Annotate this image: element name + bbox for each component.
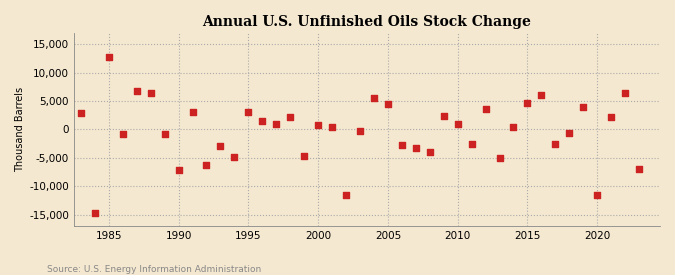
Point [396, 142, 407, 147]
Point [620, 90, 630, 95]
Point [285, 115, 296, 119]
Point [564, 131, 574, 136]
Point [257, 119, 268, 124]
Point [605, 115, 616, 120]
Point [354, 128, 365, 133]
Point [103, 54, 114, 59]
Title: Annual U.S. Unfinished Oils Stock Change: Annual U.S. Unfinished Oils Stock Change [202, 15, 531, 29]
Point [438, 114, 449, 118]
Point [522, 101, 533, 106]
Point [425, 150, 435, 154]
Point [369, 95, 379, 100]
Point [117, 132, 128, 136]
Point [173, 168, 184, 172]
Point [592, 192, 603, 197]
Text: Source: U.S. Energy Information Administration: Source: U.S. Energy Information Administ… [47, 265, 261, 274]
Point [550, 141, 561, 146]
Point [89, 211, 100, 215]
Point [466, 141, 477, 146]
Point [271, 122, 281, 127]
Point [201, 163, 212, 167]
Point [536, 93, 547, 98]
Point [410, 145, 421, 150]
Point [243, 110, 254, 114]
Point [508, 125, 519, 129]
Point [145, 91, 156, 95]
Point [341, 192, 352, 197]
Point [76, 111, 86, 115]
Point [313, 123, 323, 128]
Point [452, 122, 463, 127]
Point [299, 154, 310, 158]
Point [327, 124, 338, 129]
Point [215, 144, 226, 149]
Point [383, 102, 394, 107]
Point [187, 110, 198, 114]
Point [578, 104, 589, 109]
Point [229, 155, 240, 160]
Point [634, 167, 645, 171]
Point [480, 107, 491, 111]
Point [494, 156, 505, 160]
Point [159, 132, 170, 136]
Point [132, 89, 142, 94]
Y-axis label: Thousand Barrels: Thousand Barrels [15, 87, 25, 172]
